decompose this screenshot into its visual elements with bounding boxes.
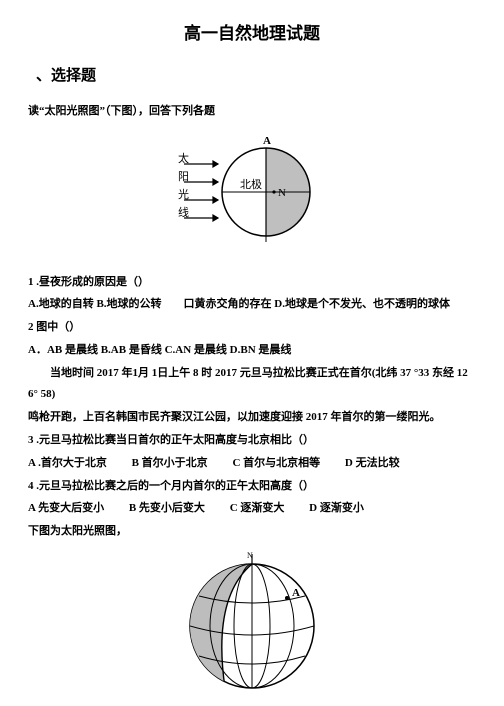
question-2: 2 图中（） — [28, 317, 476, 338]
q4-opt-b: B 先变小后变大 — [129, 502, 205, 514]
label-north-pole: 北极 — [240, 177, 262, 191]
question-1: 1 .昼夜形成的原因是（） — [28, 272, 476, 293]
fig2-top-mark: N — [247, 551, 253, 560]
q4-opt-a: A 先变大后变小 — [28, 502, 104, 514]
q3-opt-a: A .首尔大于北京 — [28, 457, 107, 469]
section-heading: 、选择题 — [36, 62, 476, 91]
q4-opt-d: D 逐渐变小 — [309, 502, 364, 514]
page-title: 高一自然地理试题 — [28, 18, 476, 50]
context-line-2: 鸣枪开跑，上百名韩国市民齐聚汉江公园，以加速度迎接 2017 年首尔的第一缕阳光… — [28, 407, 476, 428]
fig2-label-a: A — [292, 587, 300, 599]
ray-label-3: 光 — [178, 187, 189, 201]
q3-opt-d: D 无法比较 — [345, 457, 400, 469]
question-4-options: A 先变大后变小 B 先变小后变大 C 逐渐变大 D 逐渐变小 — [28, 498, 476, 519]
reading-prompt: 读“太阳光照图”（下图），回答下列各题 — [28, 101, 476, 122]
q4-opt-c: C 逐渐变大 — [230, 502, 285, 514]
figure-2-intro: 下图为太阳光照图， — [28, 521, 476, 542]
figure-2: A N — [28, 548, 476, 706]
ray-label-4: 线 — [178, 205, 189, 219]
q3-opt-b: B 首尔小于北京 — [132, 457, 208, 469]
question-2-options: A．AB 是晨线 B.AB 是昏线 C.AN 是晨线 D.BN 是晨线 — [28, 340, 476, 361]
question-1-options: A.地球的自转 B.地球的公转 口黄赤交角的存在 D.地球是个不发光、也不透明的… — [28, 294, 476, 315]
question-3: 3 .元旦马拉松比赛当日首尔的正午太阳高度与北京相比（） — [28, 430, 476, 451]
q3-opt-c: C 首尔与北京相等 — [232, 457, 320, 469]
question-3-options: A .首尔大于北京 B 首尔小于北京 C 首尔与北京相等 D 无法比较 — [28, 453, 476, 474]
ray-label-1: 太 — [178, 152, 189, 165]
context-line-1: 当地时间 2017 年1月 1日上午 8 时 2017 元旦马拉松比赛正式在首尔… — [28, 363, 476, 405]
figure-1: 太 阳 光 线 A 北极 N — [28, 130, 476, 262]
ray-label-2: 阳 — [178, 170, 189, 183]
label-a: A — [263, 135, 271, 147]
label-n: N — [278, 187, 286, 199]
question-4: 4 .元旦马拉松比赛之后的一个月内首尔的正午太阳高度（） — [28, 476, 476, 497]
